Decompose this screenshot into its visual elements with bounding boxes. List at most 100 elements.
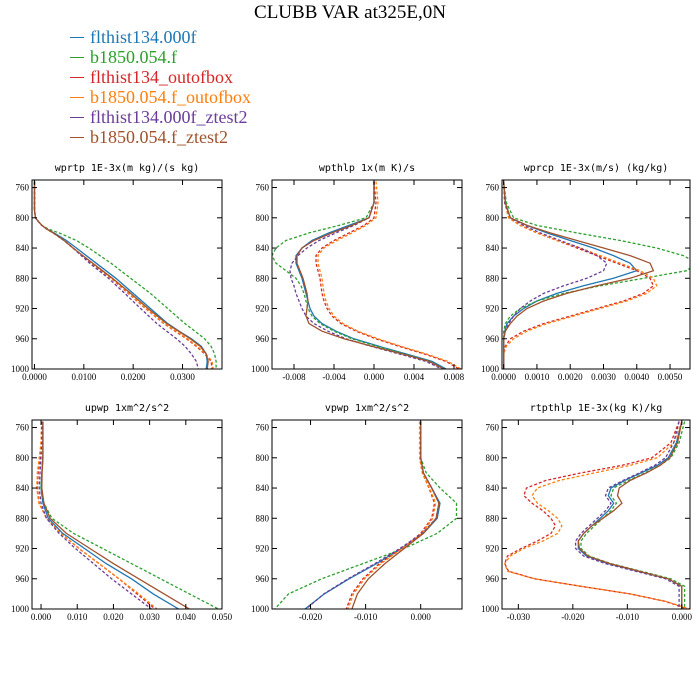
x-tick-label: 0.0050: [658, 372, 683, 382]
y-tick-label: 880: [256, 513, 270, 523]
y-tick-label: 760: [256, 183, 270, 193]
series-line: [580, 421, 686, 609]
x-tick-label: 0.040: [176, 612, 197, 622]
y-tick-label: 960: [256, 334, 270, 344]
y-tick-label: 760: [16, 423, 30, 433]
plot-frame: [31, 179, 223, 370]
series-group: [503, 421, 690, 609]
y-tick-label: 1000: [481, 604, 500, 614]
y-tick-label: 960: [16, 334, 30, 344]
x-tick-label: 0.0100: [71, 372, 96, 382]
series-line: [40, 421, 179, 609]
x-tick-label: 0.0020: [558, 372, 583, 382]
x-tick-label: 0.0040: [624, 372, 649, 382]
y-tick-label: 1000: [11, 604, 30, 614]
series-line: [503, 181, 655, 369]
y-tick-label: 800: [486, 453, 500, 463]
x-tick-label: 0.0030: [591, 372, 616, 382]
legend-item: flthist134.000f_ztest2: [70, 107, 251, 127]
y-tick-label: 880: [486, 273, 500, 283]
chart-panel: wprcp 1E-3x(m/s) (kg/kg) 760 800 840 880 920 9…: [481, 163, 691, 382]
plot-frame: [271, 179, 463, 370]
panel-title: wprtp 1E-3x(m kg)/(s kg): [55, 163, 200, 174]
legend-swatch: [70, 56, 84, 58]
chart-panel: upwp 1xm^2/s^2 760 800 840 880 920 960 10000.00…: [11, 403, 233, 622]
plot-frame: [271, 419, 463, 610]
series-line: [296, 181, 445, 369]
legend-item: b1850.054.f: [70, 47, 251, 67]
legend-item: b1850.054.f_outofbox: [70, 87, 251, 107]
x-tick-label: -0.004: [322, 372, 346, 382]
y-tick-label: 920: [486, 544, 500, 554]
legend-label: flthist134.000f: [90, 27, 197, 47]
y-tick-label: 800: [256, 213, 270, 223]
y-tick-label: 760: [486, 423, 500, 433]
plot-frame: [501, 179, 691, 370]
series-line: [503, 421, 688, 609]
x-tick-label: 0.000: [364, 372, 385, 382]
y-tick-label: 800: [16, 213, 30, 223]
x-tick-label: 0.010: [67, 612, 88, 622]
legend-item: flthist134.000f: [70, 27, 251, 47]
y-tick-label: 1000: [251, 604, 270, 614]
series-line: [33, 181, 217, 369]
chart-panel: vpwp 1xm^2/s^2 760 800 840 880 920 960 1000 -0.0…: [251, 403, 463, 622]
y-tick-label: 1000: [251, 364, 270, 374]
x-tick-label: -0.030: [507, 612, 531, 622]
y-tick-label: 1000: [481, 364, 500, 374]
legend-label: flthist134.000f_ztest2: [90, 107, 248, 127]
series-line: [33, 181, 209, 369]
y-tick-label: 760: [16, 183, 30, 193]
legend-label: b1850.054.f_ztest2: [90, 127, 228, 147]
series-line: [347, 421, 437, 609]
y-tick-label: 760: [256, 423, 270, 433]
x-tick-label: 0.030: [139, 612, 160, 622]
y-tick-label: 880: [256, 273, 270, 283]
series-group: [274, 421, 458, 609]
series-line: [503, 181, 638, 369]
plot-frame: [501, 419, 691, 610]
x-tick-label: 0.0000: [22, 372, 47, 382]
x-tick-label: 0.0200: [121, 372, 146, 382]
legend-item: b1850.054.f_ztest2: [70, 127, 251, 147]
y-tick-label: 760: [486, 183, 500, 193]
series-line: [317, 181, 462, 369]
y-tick-label: 920: [486, 304, 500, 314]
legend: flthist134.000f b1850.054.f flthist134_o…: [70, 27, 251, 147]
y-tick-label: 880: [16, 273, 30, 283]
series-line: [33, 181, 199, 369]
panel-title: vpwp 1xm^2/s^2: [325, 403, 409, 414]
x-tick-label: 0.000: [31, 612, 52, 622]
series-line: [33, 181, 208, 369]
series-line: [295, 181, 447, 369]
series-line: [503, 181, 608, 369]
panel-title: wprcp 1E-3x(m/s) (kg/kg): [524, 163, 669, 174]
y-tick-label: 960: [16, 574, 30, 584]
series-line: [315, 181, 460, 369]
series-line: [304, 421, 441, 609]
legend-swatch: [70, 136, 84, 138]
x-tick-label: 0.020: [103, 612, 124, 622]
series-line: [574, 421, 680, 609]
y-tick-label: 800: [486, 213, 500, 223]
series-line: [41, 421, 190, 609]
page-title: CLUBB VAR at325E,0N: [254, 2, 446, 23]
series-line: [305, 421, 440, 609]
x-tick-label: 0.0300: [170, 372, 195, 382]
y-tick-label: 920: [256, 304, 270, 314]
x-tick-label: 0.000: [672, 612, 693, 622]
series-line: [38, 421, 152, 609]
x-tick-label: -0.020: [561, 612, 585, 622]
series-line: [36, 421, 158, 609]
y-tick-label: 840: [256, 243, 270, 253]
legend-swatch: [70, 36, 84, 38]
series-line: [274, 421, 458, 609]
series-line: [577, 421, 683, 609]
legend-swatch: [70, 96, 84, 98]
y-tick-label: 880: [486, 513, 500, 523]
series-group: [272, 181, 462, 369]
y-tick-label: 800: [256, 453, 270, 463]
panel-title: wpthlp 1x(m K)/s: [319, 163, 415, 174]
legend-label: flthist134_outofbox: [90, 67, 233, 87]
